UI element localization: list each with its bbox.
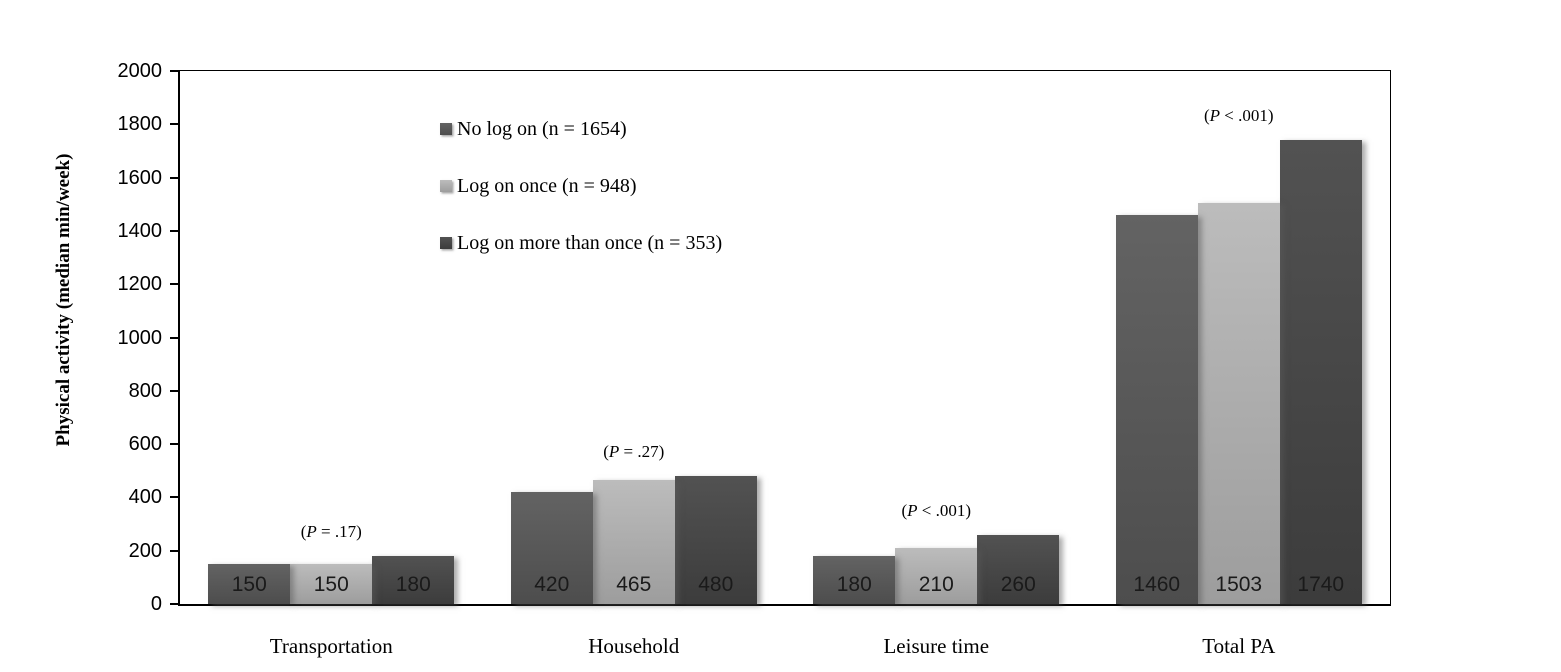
bar-series-3: 480: [674, 476, 757, 604]
y-tick-mark: [170, 70, 178, 72]
bar-group: 420 465 480 (P = .27) Household: [483, 71, 786, 658]
bar-series-1: 420: [510, 492, 593, 604]
y-tick-label: 1200: [117, 273, 163, 296]
bar-series-2: 465: [592, 480, 675, 604]
value-label: 420: [534, 573, 570, 596]
value-label: 1740: [1297, 573, 1345, 596]
legend-swatch-icon: [440, 180, 452, 192]
p-value-label: (P = .27): [603, 442, 665, 461]
y-tick-mark: [170, 443, 178, 446]
value-label: 180: [836, 573, 872, 596]
legend-item-label: No log on (n = 1654): [457, 117, 627, 140]
y-tick-label: 1800: [117, 113, 163, 136]
y-tick-mark: [170, 389, 178, 392]
y-tick-mark: [170, 549, 178, 552]
value-label: 150: [313, 573, 349, 596]
category-label: Household: [588, 634, 680, 658]
bar-series-1: 1460: [1115, 215, 1198, 604]
bar-series-1: 180: [813, 556, 896, 604]
p-value-label: (P = .17): [300, 522, 362, 541]
y-tick-mark: [170, 496, 178, 499]
value-label: 150: [231, 573, 267, 596]
bar-trio: 150 150 180 (P = .17): [208, 71, 455, 604]
bar-groups: 150 150 180 (P = .17) Transportation 420 465 48…: [180, 71, 1391, 658]
legend-item: No log on (n = 1654): [440, 117, 722, 141]
y-tick-mark: [170, 176, 178, 179]
bar-series-3: 260: [977, 535, 1060, 604]
legend: No log on (n = 1654) Log on once (n = 948…: [440, 117, 722, 288]
bar-trio: 420 465 480 (P = .27): [510, 71, 757, 604]
value-label: 1460: [1133, 573, 1181, 596]
bar-series-2: 210: [895, 548, 978, 604]
category-label: Total PA: [1202, 634, 1276, 658]
y-tick-label: 1600: [117, 166, 163, 189]
plot-area: 150 150 180 (P = .17) Transportation 420 465 48…: [118, 60, 1391, 658]
category-label: Transportation: [269, 634, 393, 658]
y-tick-mark: [170, 603, 178, 605]
y-tick-label: 400: [128, 486, 162, 509]
legend-item-label: Log on more than once (n = 353): [457, 231, 723, 254]
legend-item: Log on more than once (n = 353): [440, 231, 722, 255]
y-tick-mark: [170, 336, 178, 339]
y-tick-mark: [170, 123, 178, 126]
p-value-label: (P < .001): [901, 501, 972, 520]
p-value-label: (P < .001): [1203, 106, 1274, 125]
legend-swatch-icon: [440, 123, 452, 135]
bar-group: 150 150 180 (P = .17) Transportation: [180, 71, 483, 658]
legend-swatch-icon: [440, 237, 452, 249]
bar-series-2: 1503: [1197, 203, 1280, 604]
category-label: Leisure time: [883, 634, 990, 658]
y-tick-mark: [170, 283, 178, 286]
y-tick-mark: [170, 229, 178, 232]
value-label: 210: [918, 573, 954, 596]
bar-series-1: 150: [208, 564, 291, 604]
value-label: 480: [698, 573, 734, 596]
bar-series-2: 150: [290, 564, 373, 604]
y-axis-title: Physical activity (median min/week): [53, 153, 74, 447]
bar-group: 180 210 260 (P < .001) Leisure time: [785, 71, 1088, 658]
value-label: 180: [395, 573, 431, 596]
bar-trio: 1460 1503 1740 (P < .001): [1115, 71, 1362, 604]
y-tick-label: 1400: [117, 219, 163, 242]
legend-item-label: Log on once (n = 948): [457, 174, 637, 197]
value-label: 260: [1000, 573, 1036, 596]
y-tick-label: 800: [128, 379, 162, 402]
y-tick-label: 0: [150, 593, 162, 615]
bar-series-3: 1740: [1279, 140, 1362, 604]
bar-group: 1460 1503 1740 (P < .001) Total PA: [1088, 71, 1391, 658]
y-tick-label: 2000: [117, 60, 163, 82]
bar-series-3: 180: [372, 556, 455, 604]
y-tick-label: 600: [128, 433, 162, 456]
value-label: 1503: [1215, 573, 1263, 596]
bar-trio: 180 210 260 (P < .001): [813, 71, 1060, 604]
value-label: 465: [616, 573, 652, 596]
y-tick-label: 1000: [117, 326, 163, 349]
legend-item: Log on once (n = 948): [440, 174, 722, 198]
y-tick-label: 200: [128, 539, 162, 562]
